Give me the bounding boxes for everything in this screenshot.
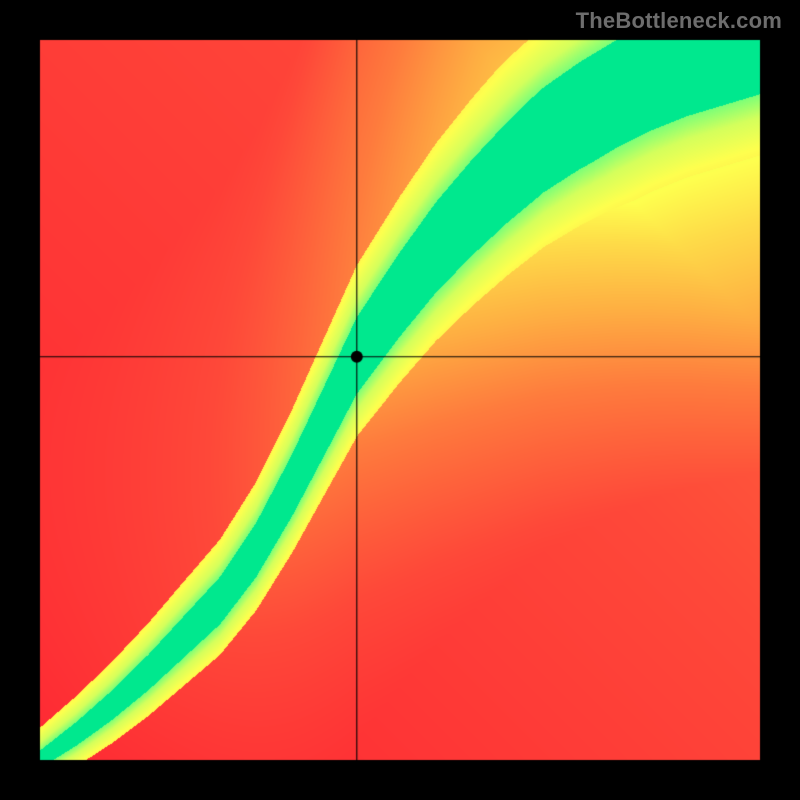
- watermark-text: TheBottleneck.com: [576, 8, 782, 34]
- heatmap-canvas: [0, 0, 800, 800]
- chart-container: TheBottleneck.com: [0, 0, 800, 800]
